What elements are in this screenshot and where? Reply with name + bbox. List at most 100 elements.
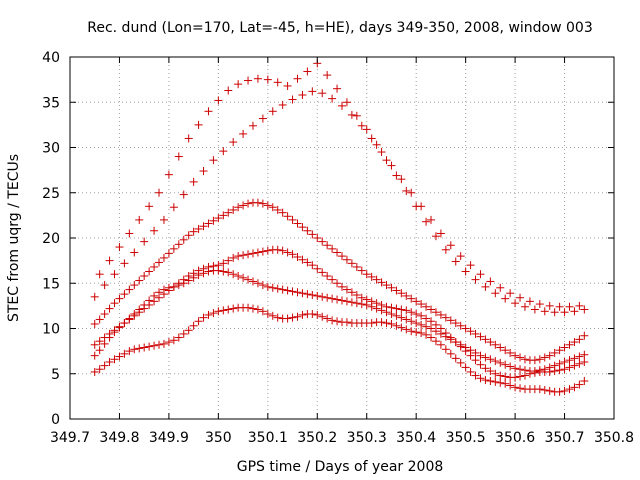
data-point — [135, 344, 144, 353]
data-point — [511, 383, 520, 392]
data-point — [575, 301, 584, 310]
data-point — [402, 186, 411, 195]
data-point — [155, 288, 164, 297]
data-point — [397, 313, 406, 322]
data-point — [392, 321, 401, 330]
data-point — [199, 269, 208, 278]
data-point — [90, 367, 99, 376]
data-point — [565, 302, 574, 311]
y-tick-label: 10 — [42, 322, 60, 338]
data-point — [407, 308, 416, 317]
data-point — [110, 270, 119, 279]
data-point — [244, 275, 253, 284]
data-point — [352, 111, 361, 120]
data-point — [224, 86, 233, 95]
data-point — [159, 285, 168, 294]
data-point — [189, 177, 198, 186]
data-point — [402, 291, 411, 300]
data-point — [545, 351, 554, 360]
data-point — [481, 353, 490, 362]
data-point — [150, 226, 159, 235]
data-point — [199, 167, 208, 176]
data-point — [377, 318, 386, 327]
data-point — [412, 202, 421, 211]
data-point — [402, 315, 411, 324]
data-point — [115, 243, 124, 252]
data-point — [239, 129, 248, 138]
data-point — [392, 286, 401, 295]
data-point — [298, 223, 307, 232]
data-point — [407, 317, 416, 326]
data-point — [248, 304, 257, 313]
y-tick-label: 20 — [42, 231, 60, 247]
data-point — [520, 355, 529, 364]
data-point — [565, 356, 574, 365]
data-point — [313, 291, 322, 300]
data-point — [516, 365, 525, 374]
data-point — [155, 258, 164, 267]
x-tick-label: 349.7 — [50, 430, 90, 446]
data-point — [298, 255, 307, 264]
data-point — [367, 302, 376, 311]
data-point — [471, 348, 480, 357]
data-point — [506, 348, 515, 357]
data-point — [224, 208, 233, 217]
data-point — [427, 215, 436, 224]
data-point — [209, 216, 218, 225]
data-point — [263, 310, 272, 319]
data-point — [501, 379, 510, 388]
data-point — [352, 291, 361, 300]
data-point — [145, 202, 154, 211]
data-point — [219, 259, 228, 268]
data-point — [105, 333, 114, 342]
data-point — [219, 211, 228, 220]
data-point — [466, 346, 475, 355]
data-point — [253, 198, 262, 207]
data-point — [303, 67, 312, 76]
data-point — [436, 340, 445, 349]
data-point — [466, 327, 475, 336]
data-point — [417, 320, 426, 329]
data-point — [333, 84, 342, 93]
data-point — [392, 311, 401, 320]
data-point — [159, 253, 168, 262]
data-point — [565, 363, 574, 372]
data-point — [204, 107, 213, 116]
data-point — [283, 212, 292, 221]
data-point — [293, 288, 302, 297]
y-tick-label: 30 — [42, 141, 60, 157]
data-point — [263, 201, 272, 210]
data-point — [253, 279, 262, 288]
data-point — [298, 91, 307, 100]
data-point — [422, 217, 431, 226]
data-point — [501, 360, 510, 369]
data-point — [258, 199, 267, 208]
data-point — [268, 283, 277, 292]
data-point — [318, 89, 327, 98]
data-point — [496, 371, 505, 380]
data-point — [135, 305, 144, 314]
data-point — [565, 340, 574, 349]
data-point — [323, 314, 332, 323]
data-point — [194, 317, 203, 326]
data-point — [125, 314, 134, 323]
data-point — [258, 307, 267, 316]
data-point — [313, 264, 322, 273]
data-point — [273, 78, 282, 87]
data-point — [387, 161, 396, 170]
data-point — [169, 336, 178, 345]
axis-ticks: 349.7 349.8 349.9 350 350.1 350.2 350.3 350.4 35… — [42, 50, 634, 446]
data-point — [258, 281, 267, 290]
data-point — [105, 256, 114, 265]
data-point — [580, 357, 589, 366]
data-point — [486, 376, 495, 385]
data-point — [501, 372, 510, 381]
data-point — [150, 291, 159, 300]
data-point — [481, 376, 490, 385]
data-point — [516, 293, 525, 302]
data-point — [476, 270, 485, 279]
data-point — [550, 361, 559, 370]
data-point — [219, 306, 228, 315]
data-point — [229, 304, 238, 313]
data-point — [303, 226, 312, 235]
